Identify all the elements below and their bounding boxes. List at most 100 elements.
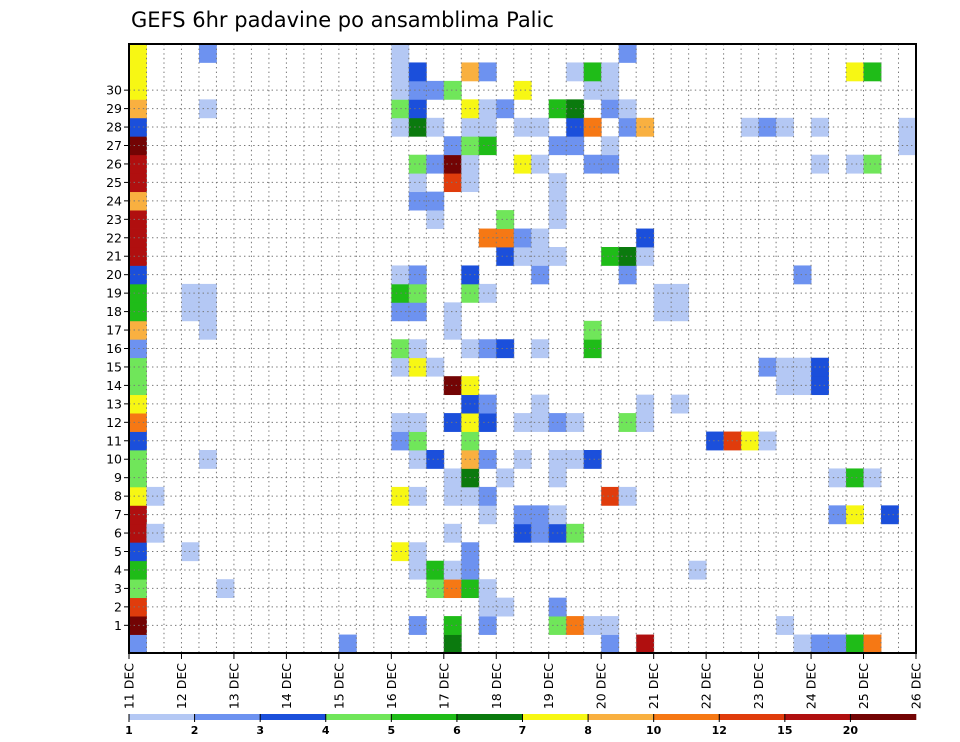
colorbar-swatch xyxy=(456,714,523,720)
colorbar-label: 5 xyxy=(388,724,396,737)
colorbar-swatch xyxy=(325,714,392,720)
heatmap-cell xyxy=(129,634,147,654)
heatmap-cell xyxy=(129,394,147,414)
heatmap-cell xyxy=(426,210,445,229)
heatmap-cell xyxy=(776,376,794,396)
heatmap-cell xyxy=(758,431,777,451)
x-tick-label: 24 DEC xyxy=(804,663,819,709)
heatmap-cell xyxy=(601,486,620,506)
heatmap-cell xyxy=(129,191,147,211)
heatmap-cell xyxy=(129,523,147,543)
y-tick-label: 17 xyxy=(106,323,122,338)
x-tick-label: 22 DEC xyxy=(699,663,714,709)
heatmap-cell xyxy=(478,597,497,617)
heatmap-cell xyxy=(496,210,515,229)
colorbar-swatch xyxy=(588,714,654,720)
x-tick-label: 23 DEC xyxy=(751,663,766,709)
y-tick-label: 2 xyxy=(114,599,122,614)
heatmap-cell xyxy=(846,505,864,525)
heatmap-cell xyxy=(338,634,357,654)
heatmap-cell xyxy=(776,117,794,137)
heatmap-cell xyxy=(408,339,427,359)
y-tick-label: 26 xyxy=(106,156,122,171)
heatmap-cell xyxy=(198,44,217,63)
colorbar-swatch xyxy=(194,714,261,720)
heatmap-cell xyxy=(513,505,532,525)
heatmap-cell xyxy=(863,154,882,174)
heatmap-cell xyxy=(496,247,515,266)
x-tick-label: 19 DEC xyxy=(541,663,556,709)
heatmap-cell xyxy=(566,450,585,469)
colorbar-swatch xyxy=(522,714,589,720)
heatmap-cell xyxy=(443,468,462,488)
heatmap-cell xyxy=(426,450,445,469)
x-tick-label: 15 DEC xyxy=(331,663,346,709)
colorbar-label: 10 xyxy=(646,724,662,737)
heatmap-cell xyxy=(513,413,532,432)
heatmap-cell xyxy=(828,634,847,654)
heatmap-cell xyxy=(496,468,515,488)
heatmap-cell xyxy=(391,283,410,303)
heatmap-cell xyxy=(566,523,585,543)
y-tick-label: 16 xyxy=(106,341,122,356)
heatmap-cell xyxy=(583,117,602,137)
heatmap-cell xyxy=(408,450,427,469)
heatmap-cell xyxy=(478,339,497,359)
heatmap-cell xyxy=(129,173,147,193)
heatmap-cell xyxy=(129,339,147,359)
x-tick-label: 14 DEC xyxy=(279,663,294,709)
heatmap-cell xyxy=(391,265,410,285)
heatmap-cell xyxy=(601,62,620,82)
heatmap-cell xyxy=(443,302,462,322)
heatmap-cell xyxy=(426,154,445,174)
heatmap-cell xyxy=(863,62,882,82)
heatmap-cell xyxy=(793,265,812,285)
y-tick-label: 23 xyxy=(106,212,122,227)
chart-title: GEFS 6hr padavine po ansamblima Palic xyxy=(131,8,554,32)
heatmap-cell xyxy=(129,450,147,469)
heatmap-cell xyxy=(408,302,427,322)
heatmap-cell xyxy=(478,62,497,82)
heatmap-cell xyxy=(601,99,620,119)
y-tick-label: 19 xyxy=(106,286,122,301)
heatmap-cell xyxy=(566,62,585,82)
heatmap-cell xyxy=(478,616,497,635)
heatmap-cell xyxy=(758,357,777,377)
heatmap-cell xyxy=(531,247,550,266)
y-tick-label: 14 xyxy=(106,378,122,393)
colorbar-swatch xyxy=(260,714,327,720)
heatmap-cell xyxy=(129,136,147,156)
heatmap-cell xyxy=(793,634,812,654)
y-tick-label: 22 xyxy=(106,230,122,245)
y-tick-label: 3 xyxy=(114,581,122,596)
heatmap-cell xyxy=(129,80,147,100)
colorbar-swatch xyxy=(653,714,720,720)
heatmap-cell xyxy=(408,357,427,377)
heatmap-cell xyxy=(408,413,427,432)
heatmap-cell xyxy=(496,228,515,248)
heatmap-cell xyxy=(129,486,147,506)
heatmap-cell xyxy=(583,320,602,340)
x-tick-label: 13 DEC xyxy=(226,663,241,709)
heatmap-cell xyxy=(478,579,497,599)
x-tick-label: 16 DEC xyxy=(384,663,399,709)
colorbar: 1 2 3 4 5 6 7 8 10 12 15 20 xyxy=(125,714,917,737)
heatmap-cell xyxy=(129,154,147,174)
heatmap-cell xyxy=(688,560,707,580)
y-tick-label: 18 xyxy=(106,304,122,319)
heatmap-cell xyxy=(391,117,410,137)
y-tick-label: 7 xyxy=(114,507,122,522)
heatmap-cell xyxy=(531,505,550,525)
heatmap-cell xyxy=(146,486,165,506)
heatmap-cell xyxy=(443,376,462,396)
heatmap-cell xyxy=(618,44,637,63)
heatmap-cell xyxy=(129,117,147,137)
heatmap-cell xyxy=(181,542,200,562)
heatmap-cell xyxy=(391,542,410,562)
heatmap-cell xyxy=(129,320,147,340)
heatmap-cell xyxy=(408,99,427,119)
colorbar-swatch xyxy=(391,714,458,720)
heatmap-cell xyxy=(129,431,147,451)
x-tick-label: 17 DEC xyxy=(436,663,451,709)
